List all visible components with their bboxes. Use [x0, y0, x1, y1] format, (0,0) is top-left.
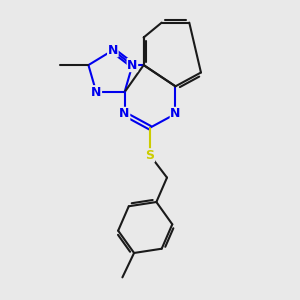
Text: N: N — [127, 58, 138, 72]
Text: N: N — [91, 86, 101, 99]
Text: N: N — [170, 107, 181, 120]
Text: N: N — [119, 107, 130, 120]
Text: N: N — [108, 44, 118, 57]
Text: S: S — [146, 149, 154, 162]
